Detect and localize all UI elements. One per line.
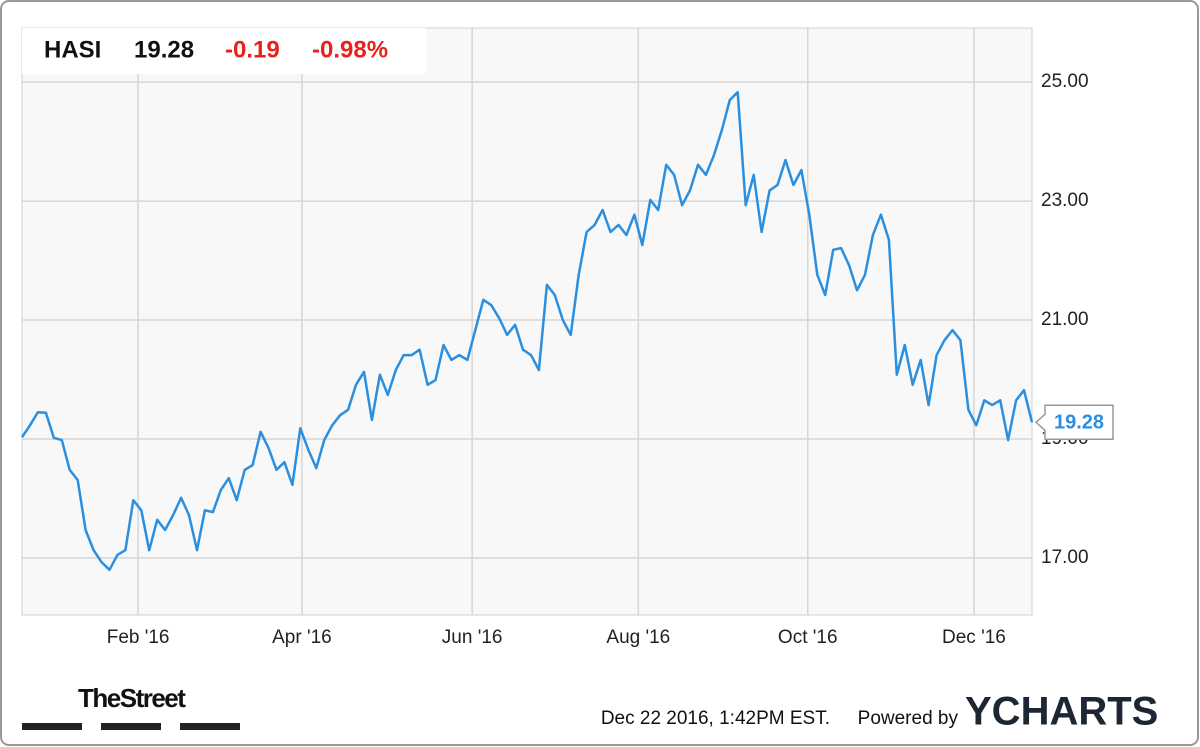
x-tick-label: Aug '16 xyxy=(606,627,670,648)
timestamp: Dec 22 2016, 1:42PM EST. xyxy=(601,708,830,729)
logo-bar xyxy=(180,723,240,730)
price-line xyxy=(20,90,1034,572)
x-tick-label: Jun '16 xyxy=(442,627,503,648)
last-value-box xyxy=(1034,404,1114,441)
logo-bar xyxy=(101,723,161,730)
x-tick-label: Oct '16 xyxy=(778,627,838,648)
y-tick-label: 25.00 xyxy=(1041,71,1089,92)
x-tick-label: Feb '16 xyxy=(107,627,170,648)
grid xyxy=(22,28,1032,615)
y-tick-label: 23.00 xyxy=(1041,190,1089,211)
series xyxy=(20,90,1034,572)
last-value-label: 19.28 xyxy=(1054,412,1104,434)
powered-by: Powered by xyxy=(858,708,959,729)
ticker: HASI xyxy=(44,36,101,63)
x-tick-label: Apr '16 xyxy=(272,627,332,648)
y-tick-label: 17.00 xyxy=(1041,547,1089,568)
change-pct: -0.98% xyxy=(312,36,388,63)
brand: YCHARTS xyxy=(965,690,1158,734)
header-box xyxy=(22,28,426,74)
y-tick-label: 21.00 xyxy=(1041,309,1089,330)
logo: TheStreet xyxy=(78,683,186,713)
logo-bar xyxy=(22,723,82,730)
price: 19.28 xyxy=(134,36,194,63)
x-tick-label: Dec '16 xyxy=(942,627,1006,648)
change: -0.19 xyxy=(225,36,280,63)
plot-area xyxy=(21,27,1033,616)
